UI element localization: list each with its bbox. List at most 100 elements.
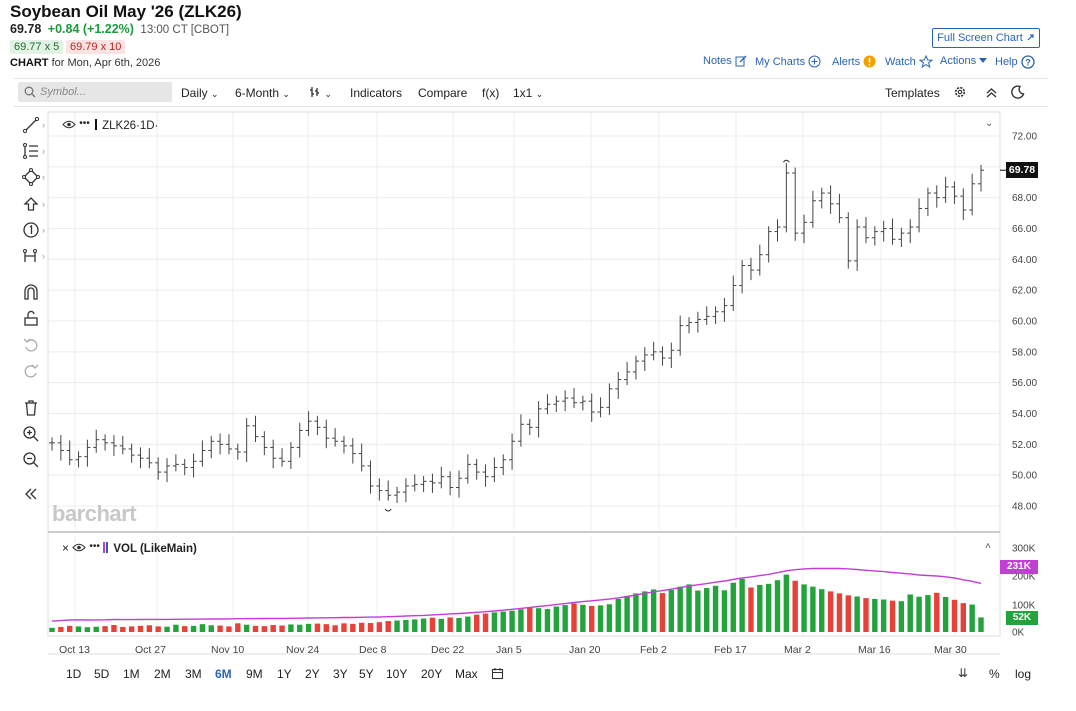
percent-toggle[interactable]: % (989, 667, 1000, 681)
range-button-2m[interactable]: 2M (154, 667, 171, 681)
redo-button[interactable] (22, 362, 40, 380)
indicators-button[interactable]: Indicators (350, 86, 403, 100)
range-button-6m[interactable]: 6M (215, 667, 232, 681)
range-button-max[interactable]: Max (455, 667, 478, 681)
more-icon[interactable]: ••• (89, 541, 100, 552)
range-button-20y[interactable]: 20Y (421, 667, 443, 681)
chevron-right-icon[interactable]: › (42, 199, 45, 209)
delete-button[interactable] (22, 399, 40, 417)
collapse-sidebar-button[interactable] (22, 485, 40, 503)
collapse-icon[interactable] (985, 86, 998, 99)
magnet-tool[interactable] (22, 283, 40, 301)
range-button-3m[interactable]: 3M (185, 667, 202, 681)
plot-frame (47, 111, 1001, 637)
chart-date: for Mon, Apr 6th, 2026 (51, 57, 161, 69)
range-button-1d[interactable]: 1D (66, 667, 82, 681)
volume-bar (182, 626, 188, 632)
full-screen-chart-button[interactable]: Full Screen Chart (932, 28, 1040, 48)
expand-down-icon[interactable]: ⇊ (958, 666, 969, 680)
y-tick-label: 60.00 (1012, 317, 1037, 328)
chevron-right-icon[interactable]: › (42, 172, 45, 182)
arrow-up-icon (23, 197, 39, 211)
y-tick-label: 54.00 (1012, 409, 1037, 420)
actions-menu[interactable]: Actions (940, 55, 988, 67)
fib-tool[interactable] (22, 142, 40, 160)
volume-bar (420, 618, 427, 632)
templates-button[interactable]: Templates (885, 86, 940, 100)
chevron-right-icon[interactable]: › (42, 225, 45, 235)
undo-button[interactable] (22, 336, 40, 354)
caret-down-icon (979, 58, 988, 63)
lock-tool[interactable] (22, 309, 40, 327)
my-charts-link[interactable]: My Charts (755, 55, 821, 68)
range-button-1m[interactable]: 1M (123, 667, 140, 681)
alerts-link[interactable]: Alerts (832, 55, 876, 68)
chart-date-line: CHART for Mon, Apr 6th, 2026 (10, 57, 160, 69)
period-dropdown[interactable]: 6-Month ⌄ (235, 86, 290, 100)
dark-mode-icon[interactable] (1011, 85, 1025, 99)
chevron-down-icon: ⌄ (282, 89, 290, 99)
symbol-search-input[interactable]: Symbol... (18, 82, 172, 102)
shape-tool[interactable] (22, 168, 40, 186)
chevron-right-icon[interactable]: › (42, 120, 45, 130)
instrument-title: Soybean Oil May '26 (ZLK26) (10, 2, 242, 21)
range-button-1y[interactable]: 1Y (277, 667, 292, 681)
layout-dropdown[interactable]: 1x1 ⌄ (513, 86, 543, 100)
volume-bar (589, 605, 595, 632)
volume-average-line (51, 567, 982, 622)
volume-bar (695, 590, 701, 632)
layout-label: 1x1 (513, 86, 533, 100)
trash-icon (25, 400, 37, 416)
chevron-right-icon[interactable]: › (42, 146, 45, 156)
zoom-in-button[interactable] (22, 425, 40, 443)
help-link[interactable]: Help ? (995, 55, 1035, 69)
arrow-tool[interactable] (22, 195, 40, 213)
notes-link[interactable]: Notes (703, 55, 747, 67)
volume-bar (934, 592, 940, 632)
double-chevron-left-icon (25, 488, 37, 500)
search-icon (24, 86, 36, 98)
undo-icon (23, 338, 38, 352)
interval-dropdown[interactable]: Daily ⌄ (181, 86, 219, 100)
measure-tool[interactable] (22, 247, 40, 265)
x-tick-label: Oct 13 (59, 644, 90, 656)
volume-collapse-icon[interactable]: ˄ (985, 541, 991, 552)
zoom-out-button[interactable] (22, 451, 40, 469)
external-link-icon (1027, 34, 1034, 41)
fx-button[interactable]: f(x) (482, 86, 500, 100)
range-button-2y[interactable]: 2Y (305, 667, 320, 681)
price-series-name: ZLK26 (102, 120, 137, 132)
gear-icon[interactable] (953, 85, 967, 99)
volume-bar (412, 619, 418, 632)
volume-bar (190, 625, 197, 632)
range-button-5y[interactable]: 5Y (359, 667, 374, 681)
close-icon[interactable]: × (62, 541, 70, 555)
chevron-right-icon[interactable]: › (42, 251, 45, 261)
price-chart[interactable]: 72.0070.0068.0066.0064.0062.0060.0058.00… (0, 108, 1076, 663)
volume-bar (226, 626, 232, 632)
more-icon[interactable]: ••• (79, 118, 90, 129)
log-toggle[interactable]: log (1015, 667, 1032, 681)
volume-series-name: VOL (LikeMain) (113, 543, 197, 555)
trendline-tool[interactable] (22, 116, 40, 134)
eye-icon[interactable] (72, 543, 86, 552)
volume-bar (164, 626, 170, 632)
range-button-5d[interactable]: 5D (94, 667, 110, 681)
calendar-icon[interactable] (491, 667, 504, 680)
annotation-tool[interactable] (22, 221, 40, 239)
range-button-10y[interactable]: 10Y (386, 667, 408, 681)
chevron-down-icon: ⌄ (324, 89, 332, 99)
volume-bar (75, 626, 82, 632)
volume-bar (66, 625, 73, 632)
range-button-3y[interactable]: 3Y (333, 667, 348, 681)
watch-link[interactable]: Watch (885, 55, 933, 68)
volume-bar (783, 574, 790, 632)
legend-collapse-icon[interactable]: ⌄ (985, 118, 994, 129)
compare-button[interactable]: Compare (418, 86, 468, 100)
chart-type-dropdown[interactable]: ⌄ (309, 86, 332, 100)
number-circle-icon (23, 222, 39, 238)
eye-icon[interactable] (62, 120, 76, 129)
range-button-9m[interactable]: 9M (246, 667, 263, 681)
volume-bar (712, 585, 719, 632)
volume-bar (58, 626, 64, 632)
